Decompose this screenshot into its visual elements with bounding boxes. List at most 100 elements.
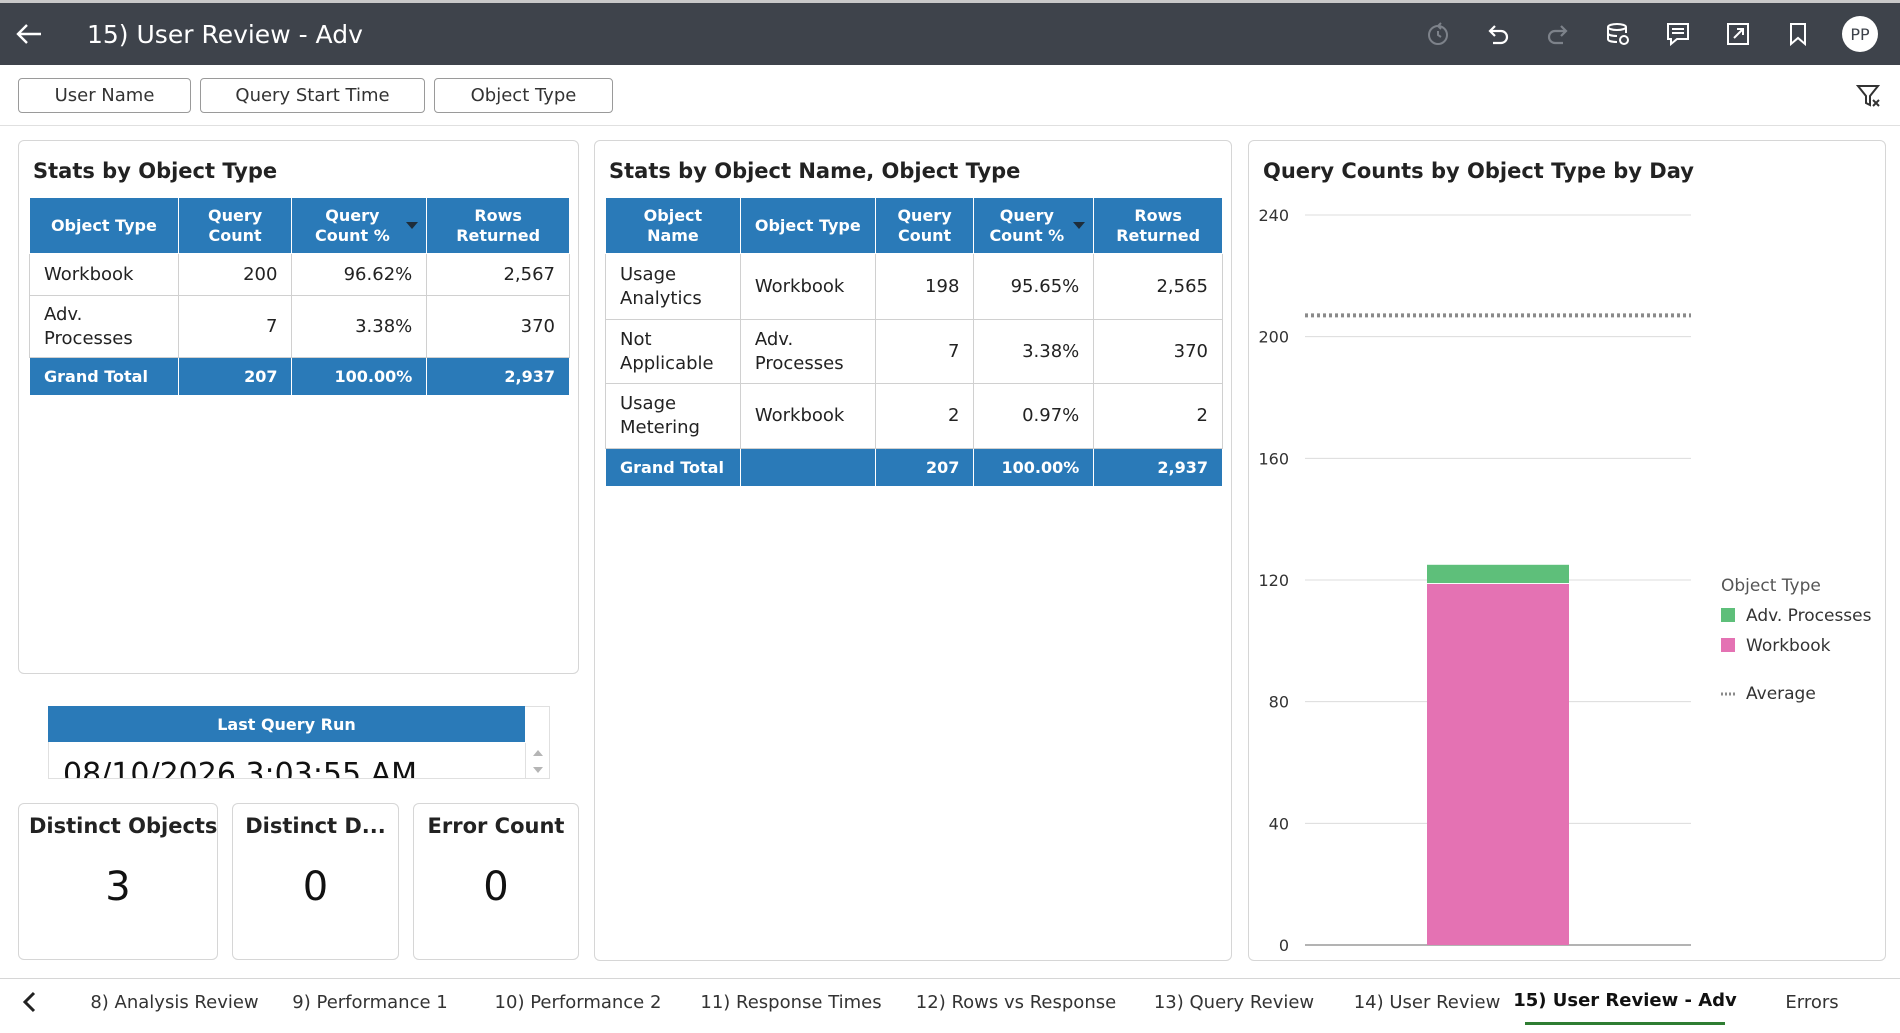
table-cell: 95.65% (973, 253, 1095, 320)
page-title: 15) User Review - Adv (87, 19, 363, 49)
col-header[interactable]: Object Name (605, 197, 741, 254)
col-header[interactable]: Query Count (874, 197, 975, 254)
refresh-icon[interactable] (1408, 3, 1468, 65)
col-header[interactable]: Rows Returned (426, 197, 570, 254)
table-cell: 100.00% (973, 448, 1095, 487)
redo-icon[interactable] (1528, 3, 1588, 65)
panel-title: Stats by Object Type (33, 159, 278, 183)
chart-title: Query Counts by Object Type by Day (1263, 159, 1694, 183)
bar-segment-adv-processes[interactable] (1427, 564, 1569, 584)
y-tick-label: 240 (1258, 206, 1289, 225)
scrollbar[interactable] (525, 743, 549, 778)
user-avatar[interactable]: PP (1842, 16, 1878, 52)
tab-8[interactable]: Errors (1785, 991, 1839, 1013)
last-query-value: 08/10/2026 3:03:55 AM (63, 757, 418, 779)
undo-icon[interactable] (1468, 3, 1528, 65)
kpi-value: 0 (483, 864, 509, 910)
tab-6[interactable]: 14) User Review (1353, 991, 1501, 1013)
stats-by-name-table: Object Name Object Type Query Count Quer… (605, 197, 1223, 487)
stats-by-type-table: Object Type Query Count Query Count % Ro… (29, 197, 570, 396)
back-arrow-icon[interactable] (0, 3, 58, 65)
filter-user-name[interactable]: User Name (18, 78, 191, 113)
tab-3[interactable]: 11) Response Times (700, 991, 882, 1013)
col-header[interactable]: Object Type (739, 197, 876, 254)
table-header-row: Object Name Object Type Query Count Quer… (605, 197, 1223, 254)
y-tick-label: 0 (1279, 936, 1289, 955)
y-tick-label: 40 (1269, 814, 1289, 833)
stats-by-object-name-panel: Stats by Object Name, Object Type Object… (594, 140, 1232, 961)
sort-caret-icon (1073, 222, 1086, 229)
table-cell: 3.38% (973, 319, 1095, 384)
table-cell: Workbook (739, 253, 876, 320)
y-tick-label: 80 (1269, 693, 1289, 712)
legend-item[interactable]: Adv. Processes (1746, 606, 1872, 626)
legend-item[interactable]: Workbook (1746, 636, 1831, 656)
bookmark-icon[interactable] (1768, 3, 1828, 65)
grand-total-row: Grand Total 207 100.00% 2,937 (605, 448, 1223, 487)
filter-settings-icon[interactable] (1856, 83, 1882, 109)
legend-swatch (1721, 638, 1735, 652)
kpi-value: 3 (105, 864, 131, 910)
legend-title: Object Type (1721, 576, 1821, 596)
tab-0[interactable]: 8) Analysis Review (90, 991, 259, 1013)
table-cell: Grand Total (605, 448, 741, 487)
table-row: Workbook 200 96.62% 2,567 (29, 253, 570, 296)
kpi-error-count: Error Count 0 (413, 803, 579, 960)
table-cell: 370 (1093, 319, 1223, 384)
app-header: 15) User Review - Adv PP (0, 0, 1900, 65)
table-cell: Not Applicable (605, 319, 741, 384)
table-row: Usage Metering Workbook 2 0.97% 2 (605, 383, 1223, 449)
col-header[interactable]: Rows Returned (1093, 197, 1223, 254)
y-tick-label: 160 (1258, 449, 1289, 468)
filter-object-type[interactable]: Object Type (434, 78, 613, 113)
filter-query-start-time[interactable]: Query Start Time (200, 78, 425, 113)
grand-total-row: Grand Total 207 100.00% 2,937 (29, 357, 570, 396)
tab-2[interactable]: 10) Performance 2 (494, 991, 662, 1013)
tab-4[interactable]: 12) Rows vs Response (915, 991, 1117, 1013)
table-cell: 7 (177, 295, 293, 358)
export-icon[interactable] (1708, 3, 1768, 65)
legend-item[interactable]: Average (1746, 684, 1816, 704)
table-cell: 7 (874, 319, 975, 384)
header-toolbar: PP (1408, 3, 1890, 65)
table-cell: 100.00% (291, 357, 428, 396)
table-cell: 3.38% (291, 295, 428, 358)
table-cell (739, 448, 876, 487)
table-row: Not Applicable Adv. Processes 7 3.38% 37… (605, 319, 1223, 384)
table-cell: 0.97% (973, 383, 1095, 449)
tab-5[interactable]: 13) Query Review (1153, 991, 1315, 1013)
tab-7[interactable]: 15) User Review - Adv (1513, 979, 1737, 1025)
tabs-prev-chevron-icon[interactable] (14, 985, 44, 1019)
col-header[interactable]: Object Type (29, 197, 179, 254)
table-cell: Grand Total (29, 357, 179, 396)
table-cell: Usage Metering (605, 383, 741, 449)
tab-1[interactable]: 9) Performance 1 (292, 991, 448, 1013)
table-cell: 200 (177, 253, 293, 296)
table-cell: 207 (177, 357, 293, 396)
notes-icon[interactable] (1648, 3, 1708, 65)
kpi-title: Distinct D... (245, 814, 386, 838)
stats-by-object-type-panel: Stats by Object Type Object Type Query C… (18, 140, 579, 674)
table-cell: Workbook (29, 253, 179, 296)
table-cell: 2,567 (426, 253, 570, 296)
kpi-title: Distinct Objects (29, 814, 217, 838)
filter-bar: User Name Query Start Time Object Type (0, 65, 1900, 126)
table-cell: 2,937 (426, 357, 570, 396)
kpi-distinct-objects: Distinct Objects 3 (18, 803, 218, 960)
table-header-row: Object Type Query Count Query Count % Ro… (29, 197, 570, 254)
col-header-sorted[interactable]: Query Count % (973, 197, 1095, 254)
table-cell: 2,565 (1093, 253, 1223, 320)
col-header[interactable]: Query Count (177, 197, 293, 254)
bar-segment-workbook[interactable] (1427, 583, 1569, 945)
kpi-value: 0 (302, 864, 329, 910)
y-tick-label: 200 (1258, 328, 1289, 347)
data-icon[interactable] (1588, 3, 1648, 65)
query-counts-chart-panel: Query Counts by Object Type by Day 0 40 80… (1248, 140, 1886, 961)
table-cell: Usage Analytics (605, 253, 741, 320)
table-cell: Adv. Processes (29, 295, 179, 358)
table-cell: 198 (874, 253, 975, 320)
table-cell: 207 (874, 448, 975, 487)
sort-caret-icon (406, 222, 419, 229)
y-tick-label: 120 (1258, 571, 1289, 590)
col-header-sorted[interactable]: Query Count % (291, 197, 428, 254)
